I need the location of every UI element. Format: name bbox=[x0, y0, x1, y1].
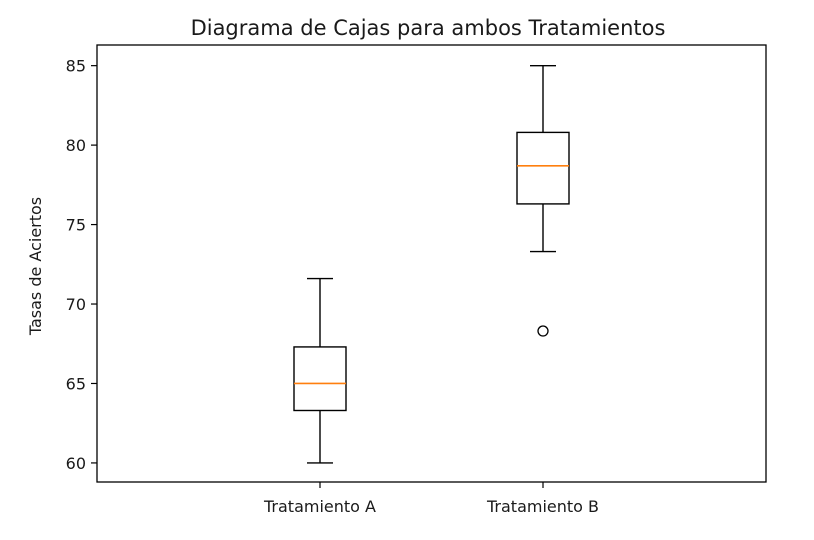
y-tick-label: 80 bbox=[66, 136, 86, 155]
axes-frame bbox=[96, 44, 767, 483]
x-tick-label: Tratamiento A bbox=[263, 497, 376, 516]
y-tick-label: 70 bbox=[66, 295, 86, 314]
y-tick-label: 65 bbox=[66, 374, 86, 393]
y-tick-label: 85 bbox=[66, 57, 86, 76]
y-axis-label: Tasas de Aciertos bbox=[26, 197, 45, 336]
chart-title: Diagrama de Cajas para ambos Tratamiento… bbox=[191, 16, 666, 40]
outlier-point bbox=[537, 325, 549, 337]
y-tick-label: 60 bbox=[66, 454, 86, 473]
iqr-box bbox=[516, 131, 570, 205]
plot-area: 60 65 70 75 80 85 Tratamiento A Tratamiento B bbox=[66, 57, 599, 516]
x-tick-label: Tratamiento B bbox=[486, 497, 599, 516]
iqr-box bbox=[293, 346, 347, 412]
y-tick-label: 75 bbox=[66, 216, 86, 235]
